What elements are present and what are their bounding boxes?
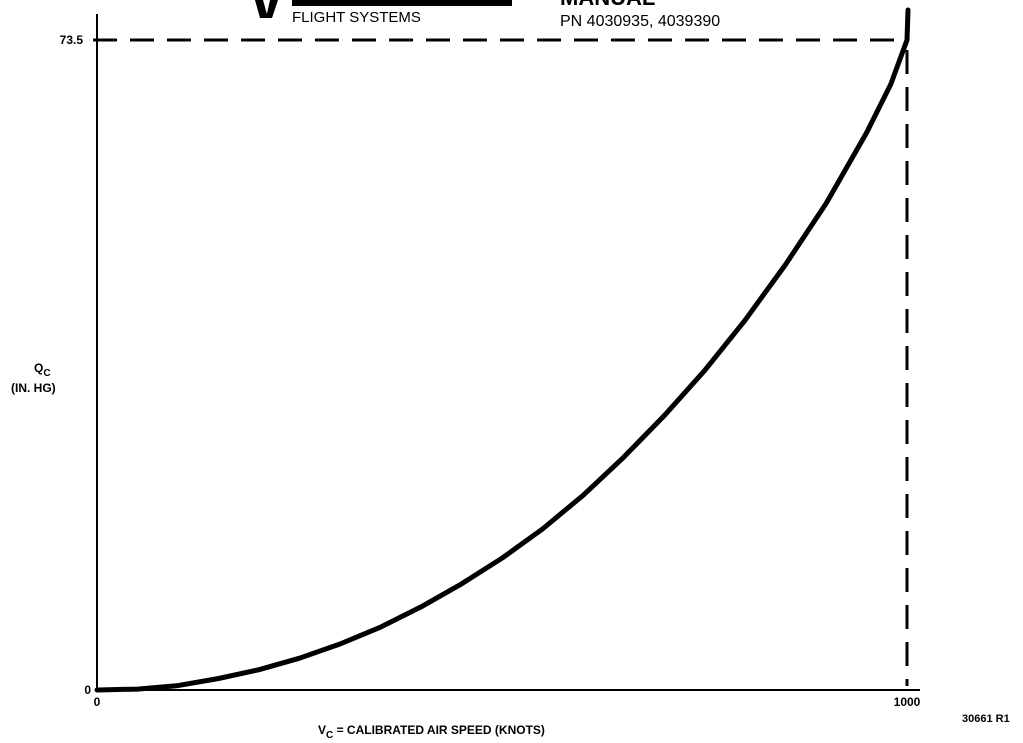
figure-number: 30661 R1 <box>962 713 1010 725</box>
y-tick-label-73-5: 73.5 <box>60 33 84 47</box>
part-numbers: PN 4030935, 4039390 <box>560 13 720 30</box>
y-axis-label-symbol: QC <box>34 361 51 379</box>
logo-mark <box>255 0 278 18</box>
brand-text: FLIGHT SYSTEMS <box>292 9 421 26</box>
page-header: FLIGHT SYSTEMS MANUAL PN 4030935, 403939… <box>255 0 720 30</box>
logo-bar <box>292 0 512 6</box>
x-axis-label: VC = CALIBRATED AIR SPEED (KNOTS) <box>318 723 545 741</box>
y-axis-label: QC (IN. HG) <box>11 361 56 395</box>
x-tick-label-1000: 1000 <box>894 695 921 709</box>
y-tick-label-0: 0 <box>84 683 91 697</box>
qc-vs-airspeed-curve <box>94 7 911 693</box>
x-tick-label-0: 0 <box>94 695 101 709</box>
doc-title-fragment: MANUAL <box>560 0 655 10</box>
y-axis-label-unit: (IN. HG) <box>11 381 56 395</box>
